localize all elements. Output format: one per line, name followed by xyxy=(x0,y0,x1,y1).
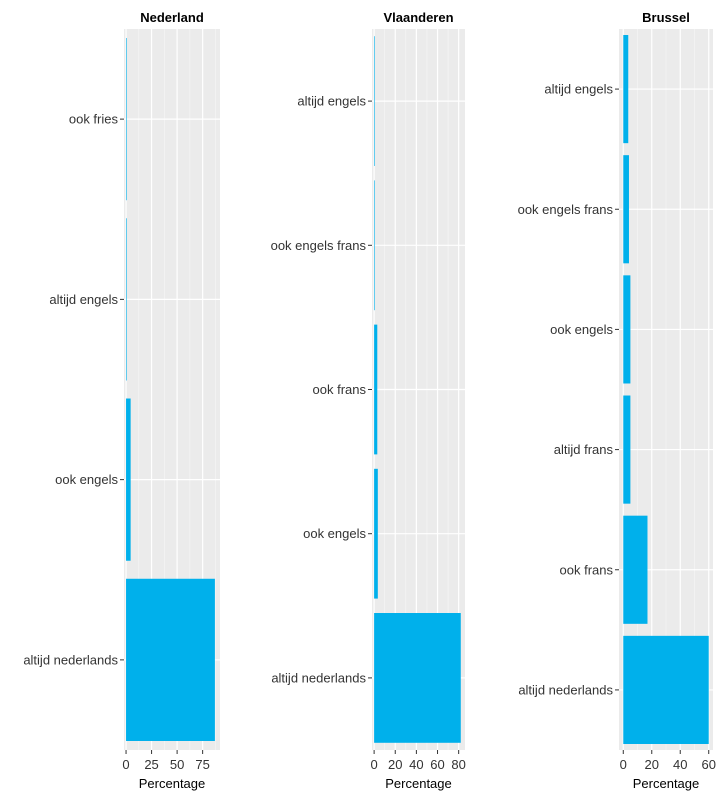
x-tick-label: 0 xyxy=(370,757,377,772)
bar xyxy=(374,180,375,311)
category-label: altijd nederlands xyxy=(271,670,366,685)
category-label: ook engels frans xyxy=(518,202,614,217)
x-tick-label: 0 xyxy=(620,757,627,772)
x-tick-label: 20 xyxy=(645,757,659,772)
category-label: ook frans xyxy=(313,382,367,397)
bar xyxy=(623,275,631,384)
bar xyxy=(623,635,709,744)
category-label: altijd nederlands xyxy=(23,652,118,667)
category-label: ook fries xyxy=(69,112,119,127)
bar xyxy=(623,155,629,264)
category-label: ook engels xyxy=(303,526,366,541)
x-axis-title: Percentage xyxy=(385,776,452,791)
category-label: ook engels xyxy=(550,322,613,337)
bar xyxy=(374,36,375,166)
x-tick-label: 20 xyxy=(388,757,402,772)
x-tick-label: 0 xyxy=(122,757,129,772)
panel-title: Nederland xyxy=(140,10,204,25)
bar xyxy=(374,468,378,599)
x-tick-label: 80 xyxy=(451,757,465,772)
category-label: altijd engels xyxy=(544,82,613,97)
bar xyxy=(623,395,631,504)
panel-brussel: altijd nederlands ook frans altijd frans oo… xyxy=(518,10,716,791)
x-tick-label: 75 xyxy=(195,757,209,772)
panel-title: Vlaanderen xyxy=(383,10,453,25)
x-tick-label: 60 xyxy=(701,757,715,772)
bar xyxy=(374,324,378,455)
category-label: ook engels xyxy=(55,472,118,487)
category-label: altijd engels xyxy=(297,94,366,109)
x-axis-title: Percentage xyxy=(139,776,206,791)
x-tick-label: 60 xyxy=(430,757,444,772)
category-label: altijd nederlands xyxy=(518,682,613,697)
x-tick-label: 40 xyxy=(409,757,423,772)
bar xyxy=(126,398,131,561)
panel-title: Brussel xyxy=(642,10,690,25)
category-label: altijd engels xyxy=(49,292,118,307)
category-label: ook engels frans xyxy=(271,238,367,253)
panel-vlaanderen: altijd nederlands ook engels ook frans ook … xyxy=(271,10,466,791)
x-tick-label: 25 xyxy=(144,757,158,772)
category-label: altijd frans xyxy=(554,442,614,457)
panel-nederland: altijd nederlands ook engels altijd engels… xyxy=(23,10,220,791)
bar xyxy=(623,35,629,144)
x-axis-title: Percentage xyxy=(633,776,700,791)
bar xyxy=(126,218,127,381)
bar xyxy=(126,578,215,741)
bar xyxy=(374,613,461,743)
x-tick-label: 40 xyxy=(673,757,687,772)
bar xyxy=(126,38,127,201)
category-label: ook frans xyxy=(560,562,614,577)
bar xyxy=(623,515,648,624)
x-tick-label: 50 xyxy=(170,757,184,772)
